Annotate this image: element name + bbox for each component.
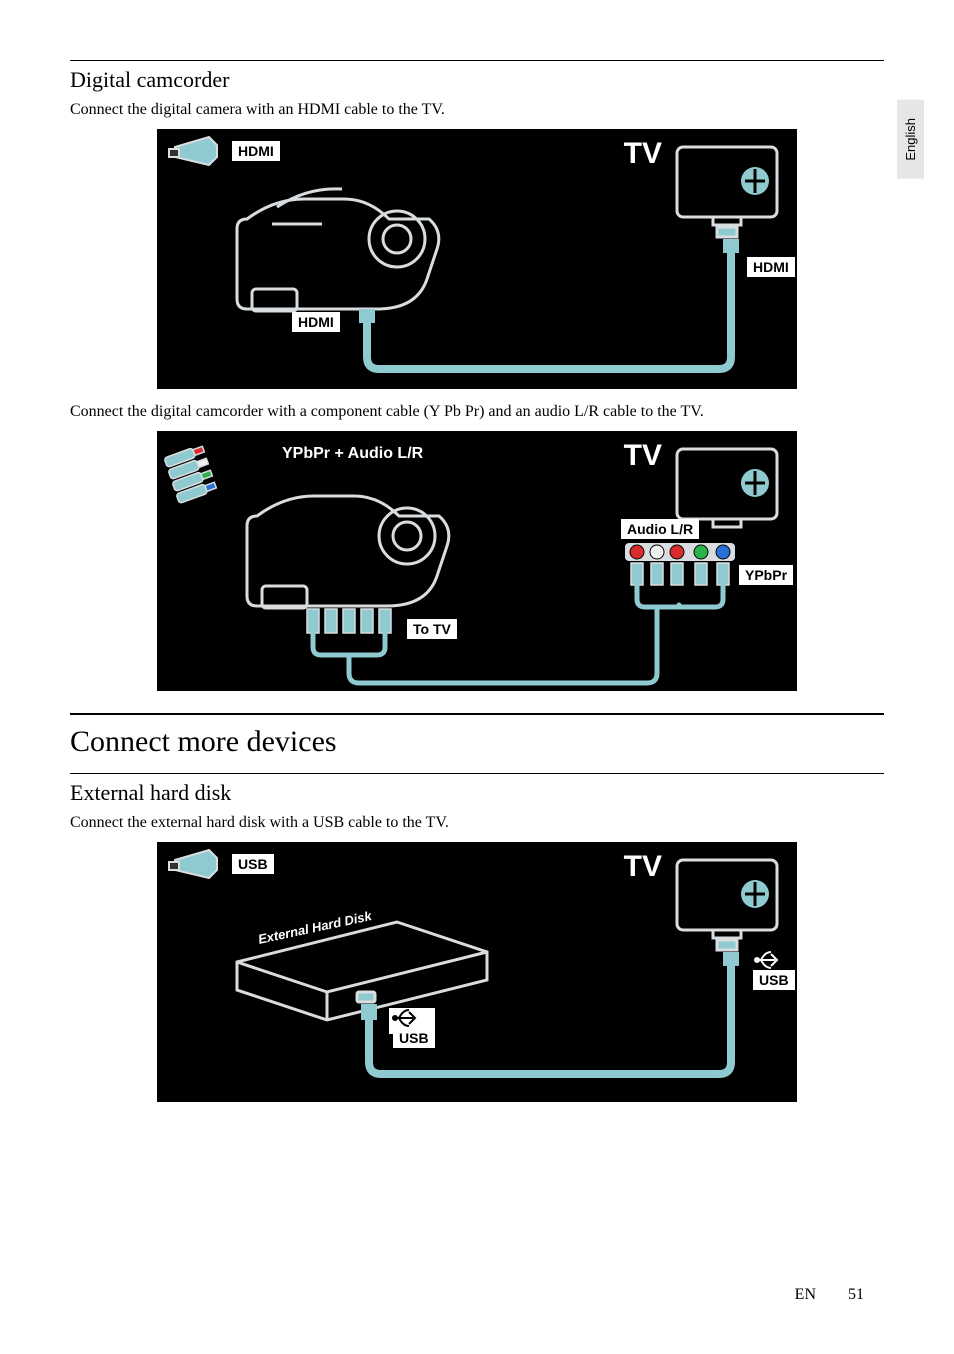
para-usb: Connect the external hard disk with a US… [70,814,884,832]
diagram-hdmi-svg [157,129,797,389]
label-hdmi-tv: HDMI [747,257,795,277]
diagram-usb: USB TV External Hard Disk USB USB [157,842,797,1102]
label-tv: TV [624,137,662,171]
subsection-external-hdd: External hard disk [70,780,884,806]
label-to-tv: To TV [407,619,457,639]
diagram-ypbpr-svg [157,431,797,691]
page-footer: EN 51 [795,1286,864,1304]
para-ypbpr: Connect the digital camcorder with a com… [70,403,884,421]
label-hdmi-cam: HDMI [292,312,340,332]
page-content: Digital camcorder Connect the digital ca… [0,0,954,1156]
diagram-ypbpr: YPbPr + Audio L/R TV Audio L/R YPbPr To … [157,431,797,691]
diagram-usb-svg [157,842,797,1102]
subsection-digital-camcorder: Digital camcorder [70,67,884,93]
label-tv-3: TV [624,850,662,884]
footer-lang: EN [795,1286,816,1303]
diagram-hdmi: HDMI TV HDMI HDMI [157,129,797,389]
label-tv-2: TV [624,439,662,473]
footer-page: 51 [848,1286,864,1303]
para-hdmi: Connect the digital camera with an HDMI … [70,101,884,119]
label-usb-tv: USB [753,970,795,990]
label-usb-icon: USB [232,854,274,874]
label-hdmi-icon: HDMI [232,141,280,161]
label-audio-lr: Audio L/R [621,519,699,539]
label-ypbpr: YPbPr [739,565,793,585]
section-connect-more: Connect more devices [70,725,884,759]
label-ypbpr-header: YPbPr + Audio L/R [282,445,423,463]
label-usb-dev: USB [393,1028,435,1048]
